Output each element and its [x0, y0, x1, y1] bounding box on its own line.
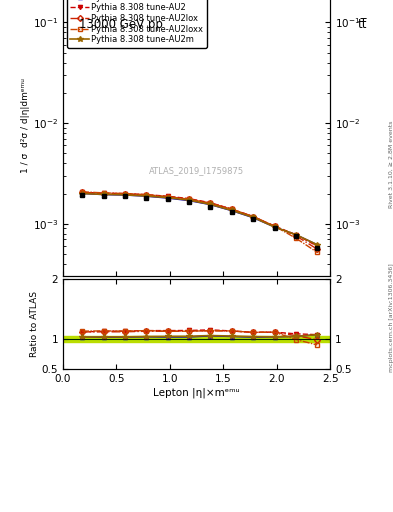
Text: Rivet 3.1.10, ≥ 2.8M events: Rivet 3.1.10, ≥ 2.8M events — [389, 120, 393, 207]
Text: mcplots.cern.ch [arXiv:1306.3436]: mcplots.cern.ch [arXiv:1306.3436] — [389, 263, 393, 372]
Text: ATLAS_2019_I1759875: ATLAS_2019_I1759875 — [149, 166, 244, 175]
X-axis label: Lepton |η|×mᵉᵐᵘ: Lepton |η|×mᵉᵐᵘ — [153, 388, 240, 398]
Text: tt̅: tt̅ — [358, 17, 367, 31]
Y-axis label: Ratio to ATLAS: Ratio to ATLAS — [30, 291, 39, 357]
Y-axis label: 1 / σ  d²σ / d|η|dmᵉᵐᵘ: 1 / σ d²σ / d|η|dmᵉᵐᵘ — [21, 78, 30, 173]
Bar — [63, 336, 330, 342]
Legend: ATLAS, Pythia 8.308 default, Pythia 8.308 tune-AU2, Pythia 8.308 tune-AU2lox, Py: ATLAS, Pythia 8.308 default, Pythia 8.30… — [67, 0, 207, 48]
Text: 13000 GeV pp: 13000 GeV pp — [79, 17, 162, 31]
